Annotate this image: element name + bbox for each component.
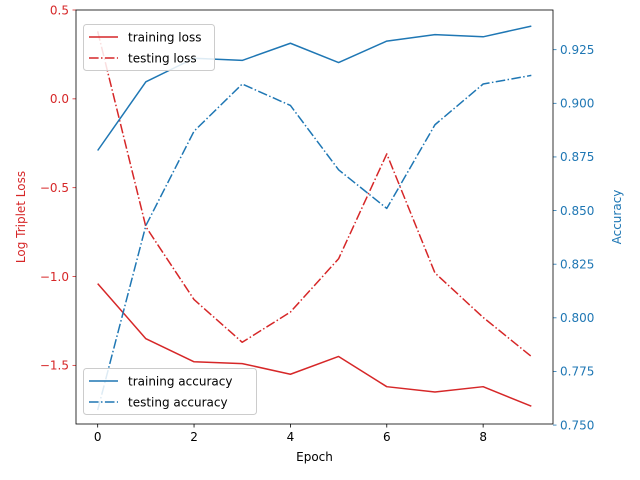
y-right-tick-label: 0.925 [560,43,594,57]
legend-training-accuracy-label: training accuracy [128,375,232,389]
y-right-tick-label: 0.825 [560,257,594,271]
testing-loss-line [96,31,532,358]
x-tick-label: 0 [94,430,102,444]
y-axis-left-label: Log Triplet Loss [14,171,28,263]
legend-training-loss-label: training loss [128,31,201,45]
x-axis-label: Epoch [296,450,333,464]
legend-testing-accuracy-label: testing accuracy [128,396,228,410]
y-left-tick-label: −0.5 [40,181,69,195]
testing-accuracy-line [96,74,532,411]
plot-area [76,10,553,424]
legend-loss: training loss testing loss [83,24,215,71]
x-tick-label: 4 [287,430,295,444]
y-right-tick-label: 0.850 [560,204,594,218]
y-left-tick-label: 0.5 [50,3,69,17]
y-left-tick-label: −1.0 [40,270,69,284]
training-loss-line [97,283,532,407]
y-right-tick-label: 0.875 [560,150,594,164]
y-right-tick-label: 0.775 [560,365,594,379]
x-tick-label: 2 [190,430,198,444]
x-tick-label: 6 [383,430,391,444]
y-right-tick-label: 0.750 [560,418,594,432]
y-right-tick-label: 0.900 [560,97,594,111]
y-left-tick-label: −1.5 [40,359,69,373]
plot-frame [75,9,554,425]
legend-loss-box [83,24,215,71]
x-tick-label: 8 [479,430,487,444]
legend-testing-loss-label: testing loss [128,52,197,66]
legend-accuracy-box [83,368,257,415]
y-left-tick-label: 0.0 [50,92,69,106]
legend-accuracy: training accuracy testing accuracy [83,368,257,415]
y-axis-right-label: Accuracy [610,190,624,245]
y-right-tick-label: 0.800 [560,311,594,325]
